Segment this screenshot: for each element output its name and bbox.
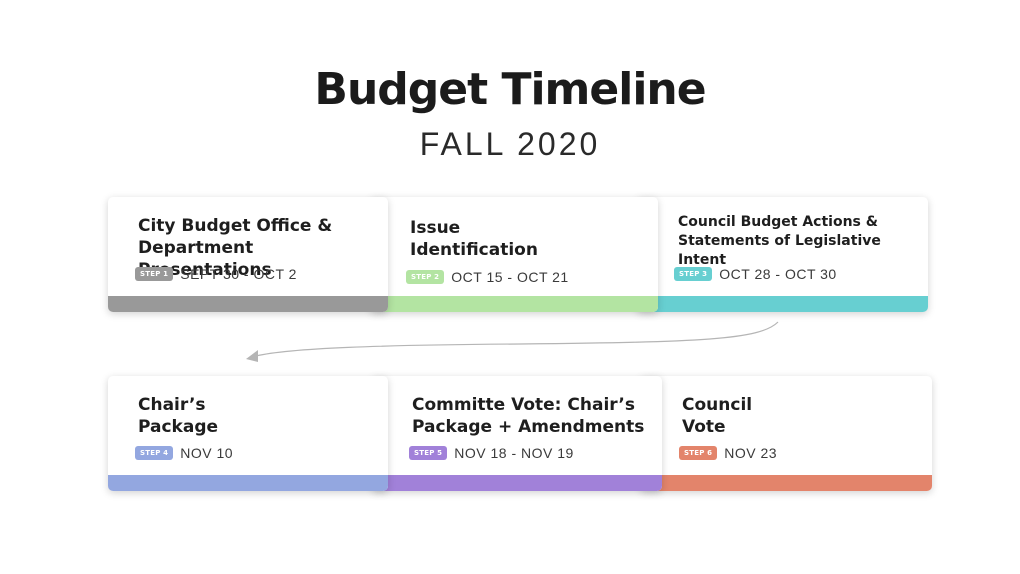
step-color-bar xyxy=(108,296,388,312)
step-badge: STEP 5 xyxy=(409,446,448,460)
step-label: Council Budget Actions & Statements of L… xyxy=(678,214,881,268)
timeline-step-card: Chair’s Package STEP 4 NOV 10 xyxy=(108,376,388,491)
step-meta: STEP 5 NOV 18 - NOV 19 xyxy=(409,445,574,461)
step-badge: STEP 3 xyxy=(674,267,713,281)
step-meta: STEP 2 OCT 15 - OCT 21 xyxy=(406,269,569,285)
step-color-bar xyxy=(372,475,662,491)
step-meta: STEP 1 SEPT 30 - OCT 2 xyxy=(135,266,297,282)
step-label: Council Vote xyxy=(682,395,753,437)
step-badge: STEP 2 xyxy=(406,270,445,284)
timeline-step-card: Council Budget Actions & Statements of L… xyxy=(637,197,928,312)
step-color-bar xyxy=(108,475,388,491)
step-color-bar xyxy=(640,475,932,491)
step-badge: STEP 4 xyxy=(135,446,174,460)
step-meta: STEP 3 OCT 28 - OCT 30 xyxy=(674,266,837,282)
step-color-bar xyxy=(370,296,658,312)
step-label: Committe Vote: Chair’s Package + Amendme… xyxy=(412,395,645,437)
step-date: NOV 18 - NOV 19 xyxy=(454,445,574,461)
step-date: NOV 23 xyxy=(724,445,778,461)
step-label: Issue Identification xyxy=(410,218,538,260)
step-meta: STEP 4 NOV 10 xyxy=(135,445,233,461)
timeline-step-card: Issue Identification STEP 2 OCT 15 - OCT… xyxy=(370,197,658,312)
step-date: OCT 15 - OCT 21 xyxy=(451,269,569,285)
timeline-step-card: Committe Vote: Chair’s Package + Amendme… xyxy=(372,376,662,491)
step-meta: STEP 6 NOV 23 xyxy=(679,445,777,461)
step-date: NOV 10 xyxy=(180,445,234,461)
timeline-step-card: Council Vote STEP 6 NOV 23 xyxy=(640,376,932,491)
step-label: City Budget Office & Department Presenta… xyxy=(138,216,333,280)
step-badge: STEP 1 xyxy=(135,267,174,281)
step-label: Chair’s Package xyxy=(138,395,219,437)
step-badge: STEP 6 xyxy=(679,446,718,460)
page-title: Budget Timeline xyxy=(314,64,706,115)
step-date: SEPT 30 - OCT 2 xyxy=(180,266,297,282)
step-date: OCT 28 - OCT 30 xyxy=(719,266,837,282)
page-subtitle: FALL 2020 xyxy=(419,126,601,162)
step-color-bar xyxy=(637,296,928,312)
timeline-step-card: City Budget Office & Department Presenta… xyxy=(108,197,388,312)
